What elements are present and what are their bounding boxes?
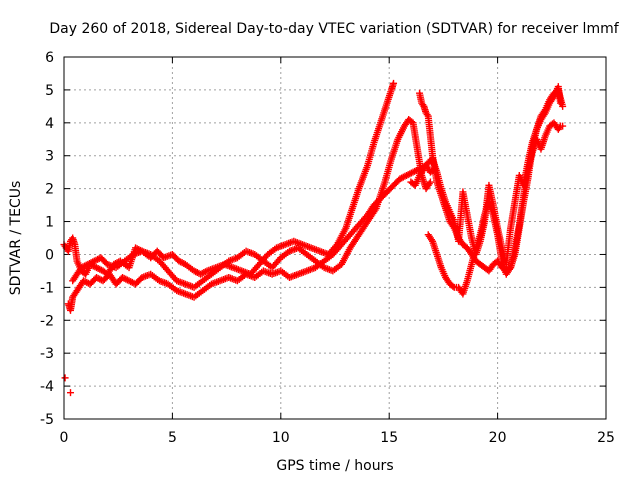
- y-tick-label: 3: [45, 149, 54, 165]
- x-tick-label: 10: [272, 430, 290, 446]
- plot-frame: [63, 56, 607, 420]
- data-point: [201, 268, 209, 276]
- y-tick-label: -1: [40, 280, 54, 296]
- y-tick-label: 4: [45, 116, 54, 132]
- axis-ticks: 0 5 10 15 20 25 -5 -4 -3 -2 -1 0 1 2 3 4 5 6: [40, 50, 615, 446]
- grid: [64, 57, 606, 419]
- data-point: [426, 178, 434, 186]
- y-tick-label: 1: [45, 215, 54, 231]
- y-tick-label: 2: [45, 182, 54, 198]
- x-tick-label: 15: [380, 430, 398, 446]
- x-tick-label: 0: [60, 430, 69, 446]
- data-point: [390, 79, 398, 87]
- x-axis-label: GPS time / hours: [276, 458, 393, 474]
- y-tick-label: 6: [45, 50, 54, 66]
- data-point: [449, 282, 457, 290]
- chart-title: Day 260 of 2018, Sidereal Day-to-day VTE…: [49, 21, 619, 37]
- y-axis-label: SDTVAR / TECUs: [8, 181, 24, 296]
- outlier-point: [61, 374, 69, 382]
- y-tick-label: -3: [40, 346, 54, 362]
- x-tick-label: 20: [489, 430, 507, 446]
- y-tick-label: -4: [40, 379, 54, 395]
- y-tick-label: 0: [45, 247, 54, 263]
- x-tick-label: 5: [168, 430, 177, 446]
- y-tick-label: -2: [40, 313, 54, 329]
- x-tick-label: 25: [597, 430, 615, 446]
- data-point: [559, 102, 567, 110]
- data-series: [60, 79, 567, 397]
- y-tick-label: -5: [40, 412, 54, 428]
- y-tick-label: 5: [45, 83, 54, 99]
- outlier-point: [67, 389, 75, 397]
- data-point: [559, 122, 567, 130]
